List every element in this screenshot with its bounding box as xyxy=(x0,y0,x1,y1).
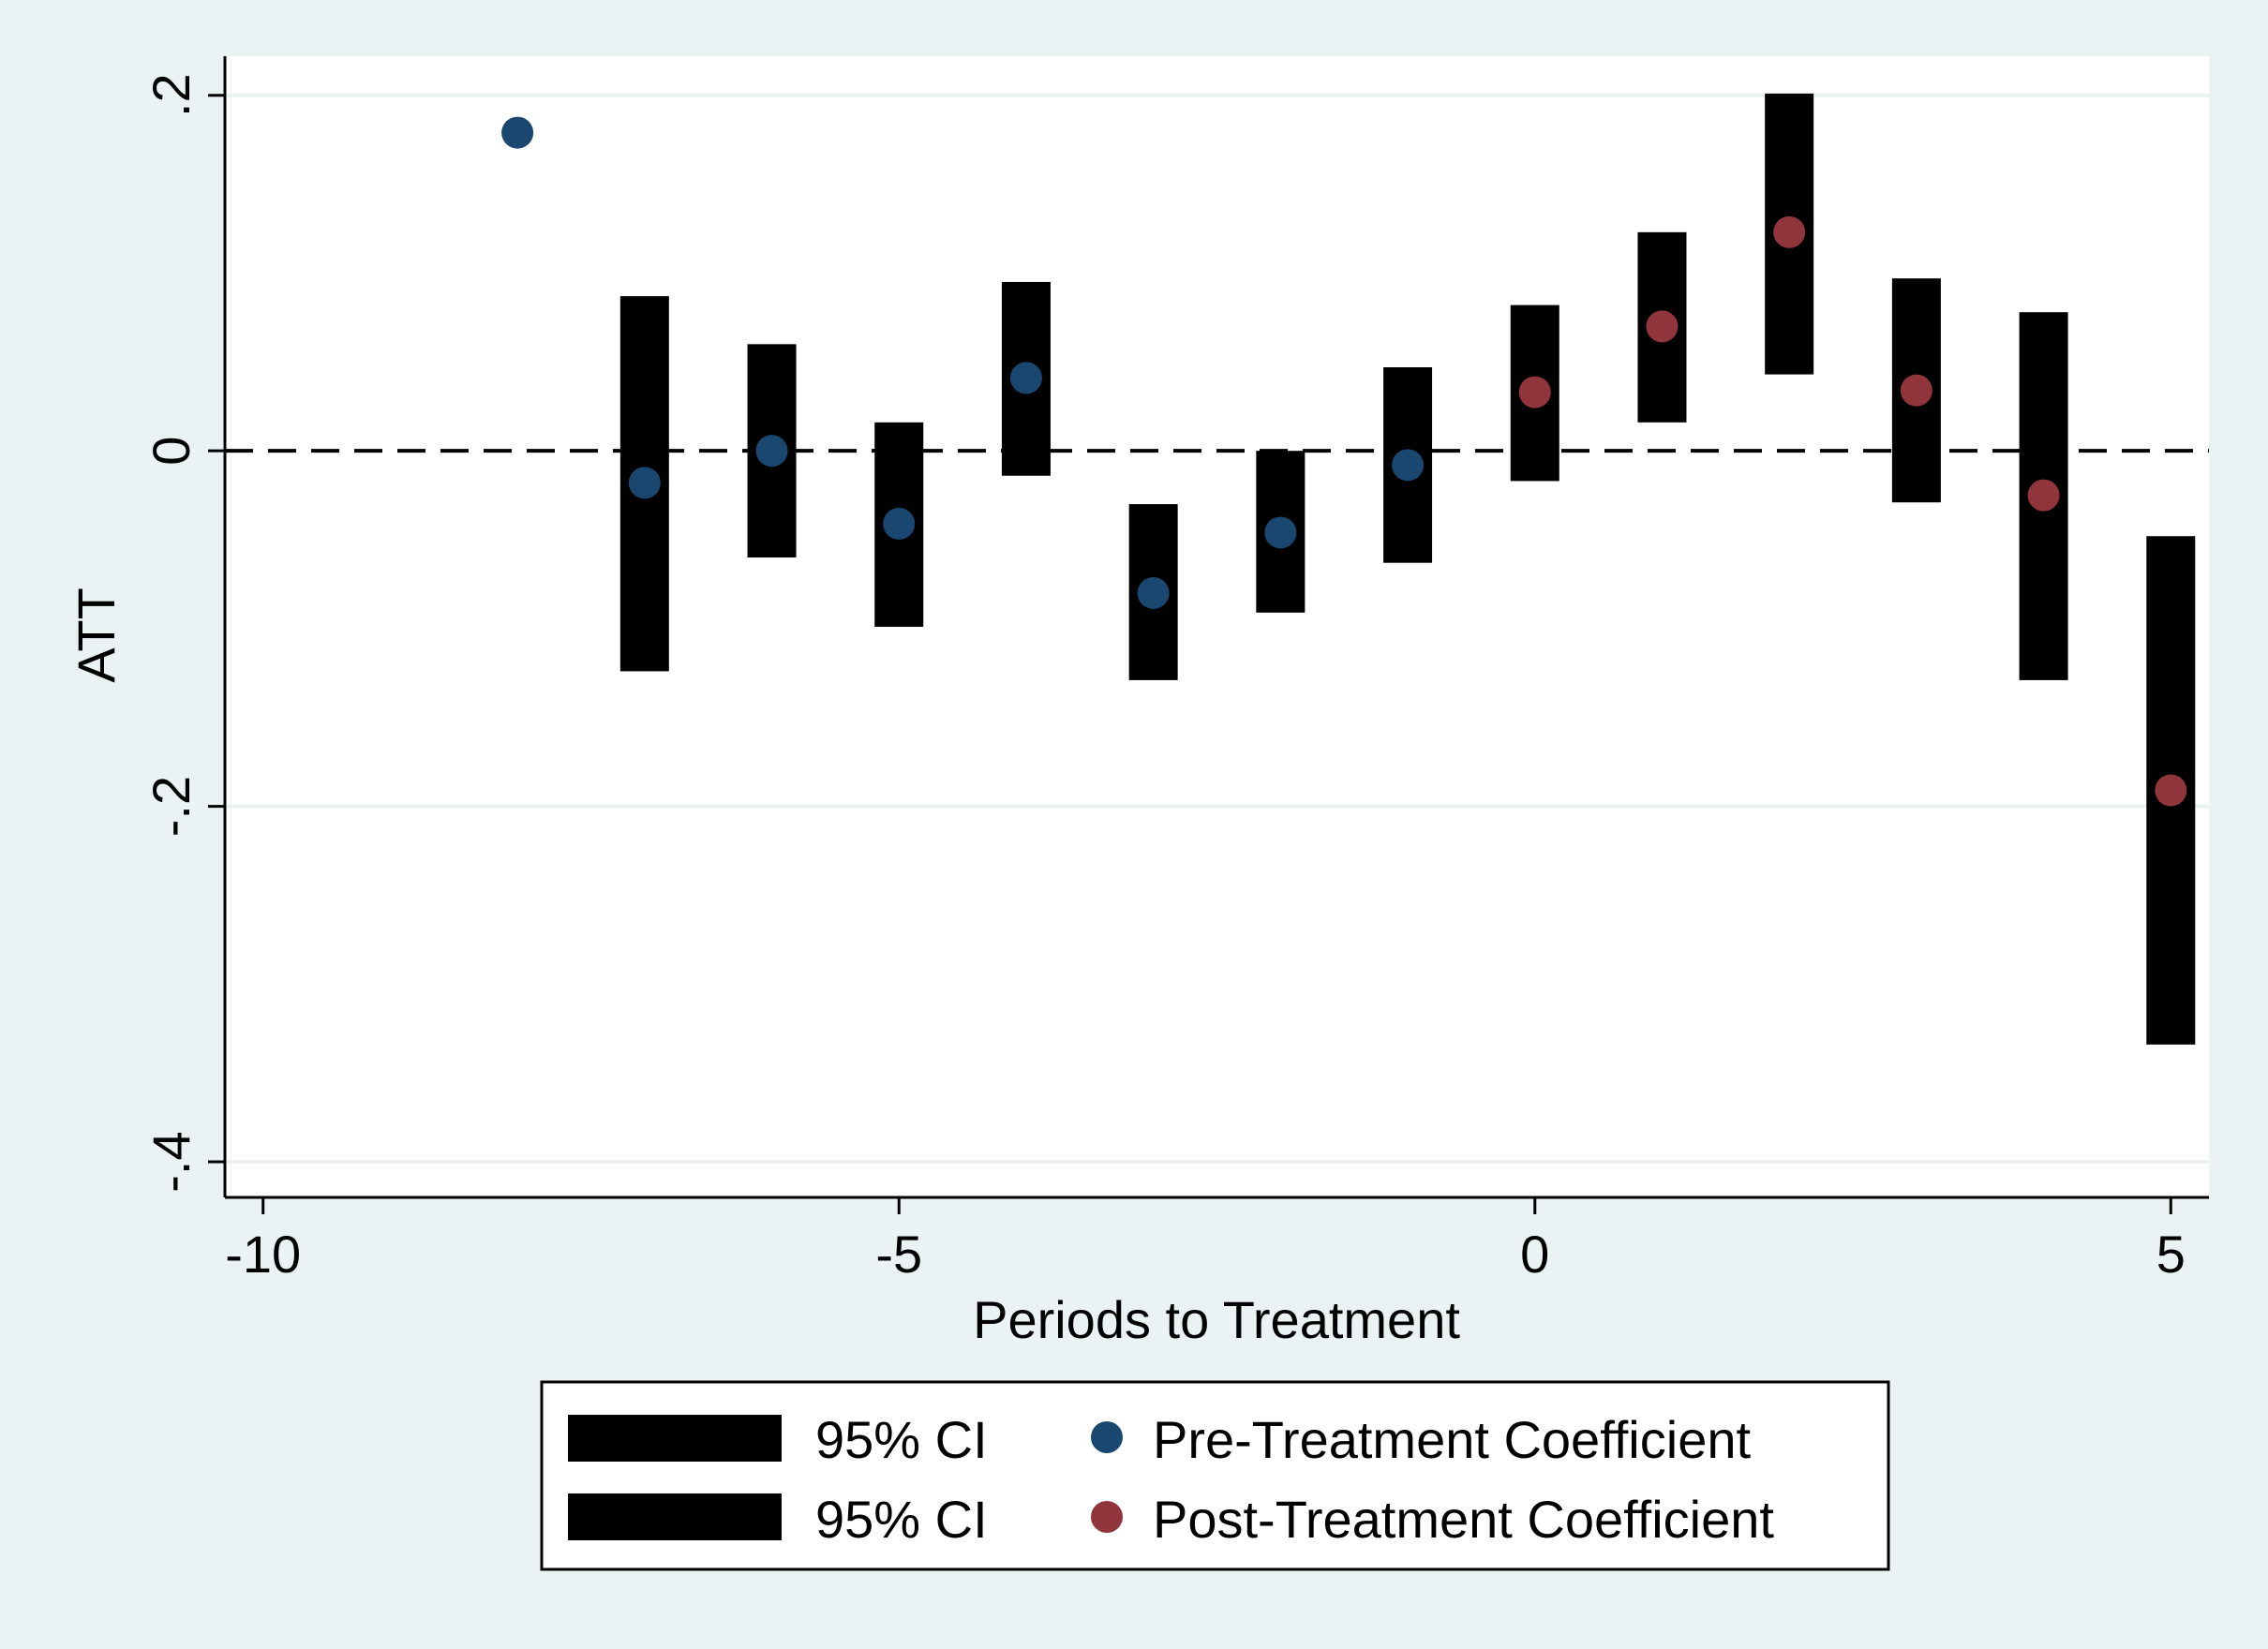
y-tick-label: 0 xyxy=(142,437,201,466)
legend-pre-label: Pre-Treatment Coefficient xyxy=(1153,1410,1751,1469)
pre-treatment-point xyxy=(755,435,788,468)
legend-pre-marker xyxy=(1091,1421,1123,1453)
post-treatment-point xyxy=(2155,774,2187,807)
x-tick-label: 0 xyxy=(1520,1225,1549,1284)
post-treatment-point xyxy=(1518,376,1551,409)
legend-ci-label: 95% CI xyxy=(815,1490,988,1549)
pre-treatment-point xyxy=(883,507,916,540)
post-treatment-point xyxy=(2027,479,2060,512)
pre-treatment-point xyxy=(1392,449,1425,482)
legend-ci-swatch xyxy=(568,1415,782,1462)
pre-treatment-point xyxy=(1009,362,1042,394)
legend-post-marker xyxy=(1091,1501,1123,1533)
x-tick-label: -5 xyxy=(875,1225,922,1284)
post-treatment-point xyxy=(1900,374,1932,407)
legend: 95% CI Pre-Treatment Coefficient 95% CI … xyxy=(540,1380,1890,1571)
pre-treatment-point xyxy=(628,467,661,499)
legend-ci-label: 95% CI xyxy=(815,1410,988,1469)
post-treatment-point xyxy=(1773,215,1806,248)
y-axis-title: ATT xyxy=(67,587,126,683)
pre-treatment-point xyxy=(1137,576,1170,609)
legend-post-label: Post-Treatment Coefficient xyxy=(1153,1490,1774,1549)
x-axis-title: Periods to Treatment xyxy=(973,1290,1460,1349)
pre-treatment-point xyxy=(1264,516,1297,549)
pre-treatment-point xyxy=(501,116,534,149)
y-tick-label: -.4 xyxy=(142,1131,201,1192)
axes: -.4 -.2 0 .2 -10 -5 0 5 xyxy=(142,56,2209,1284)
plot-area xyxy=(225,56,2209,1197)
x-tick-label: 5 xyxy=(2156,1225,2186,1284)
y-tick-label: -.2 xyxy=(142,776,201,837)
legend-ci-swatch xyxy=(568,1493,782,1540)
x-tick-label: -10 xyxy=(225,1225,301,1284)
post-treatment-point xyxy=(1646,310,1679,343)
y-tick-label: .2 xyxy=(142,73,201,117)
grid-lines xyxy=(225,93,2209,1165)
coefficient-points xyxy=(501,116,2187,807)
